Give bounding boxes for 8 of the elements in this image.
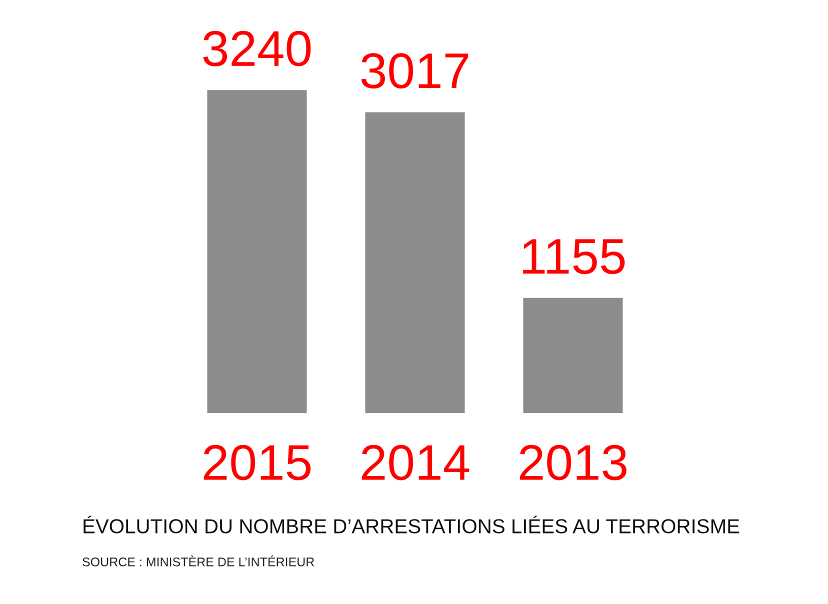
x-tick-label: 2014	[362, 444, 470, 480]
data-label: 3017	[361, 53, 468, 89]
data-label: 1155	[523, 239, 625, 274]
x-tick-label: 2015	[204, 444, 311, 480]
text: ÉVOLUTION DU NOMBRE D’ARRESTATIONS LIÉES AU TERRORISME	[84, 516, 740, 534]
source-note: SOURCE : MINISTÈRE DE L’INTÉRIEUR	[82, 555, 314, 566]
x-tick-label: 2013	[520, 444, 626, 480]
data-label: 3240	[203, 30, 311, 66]
